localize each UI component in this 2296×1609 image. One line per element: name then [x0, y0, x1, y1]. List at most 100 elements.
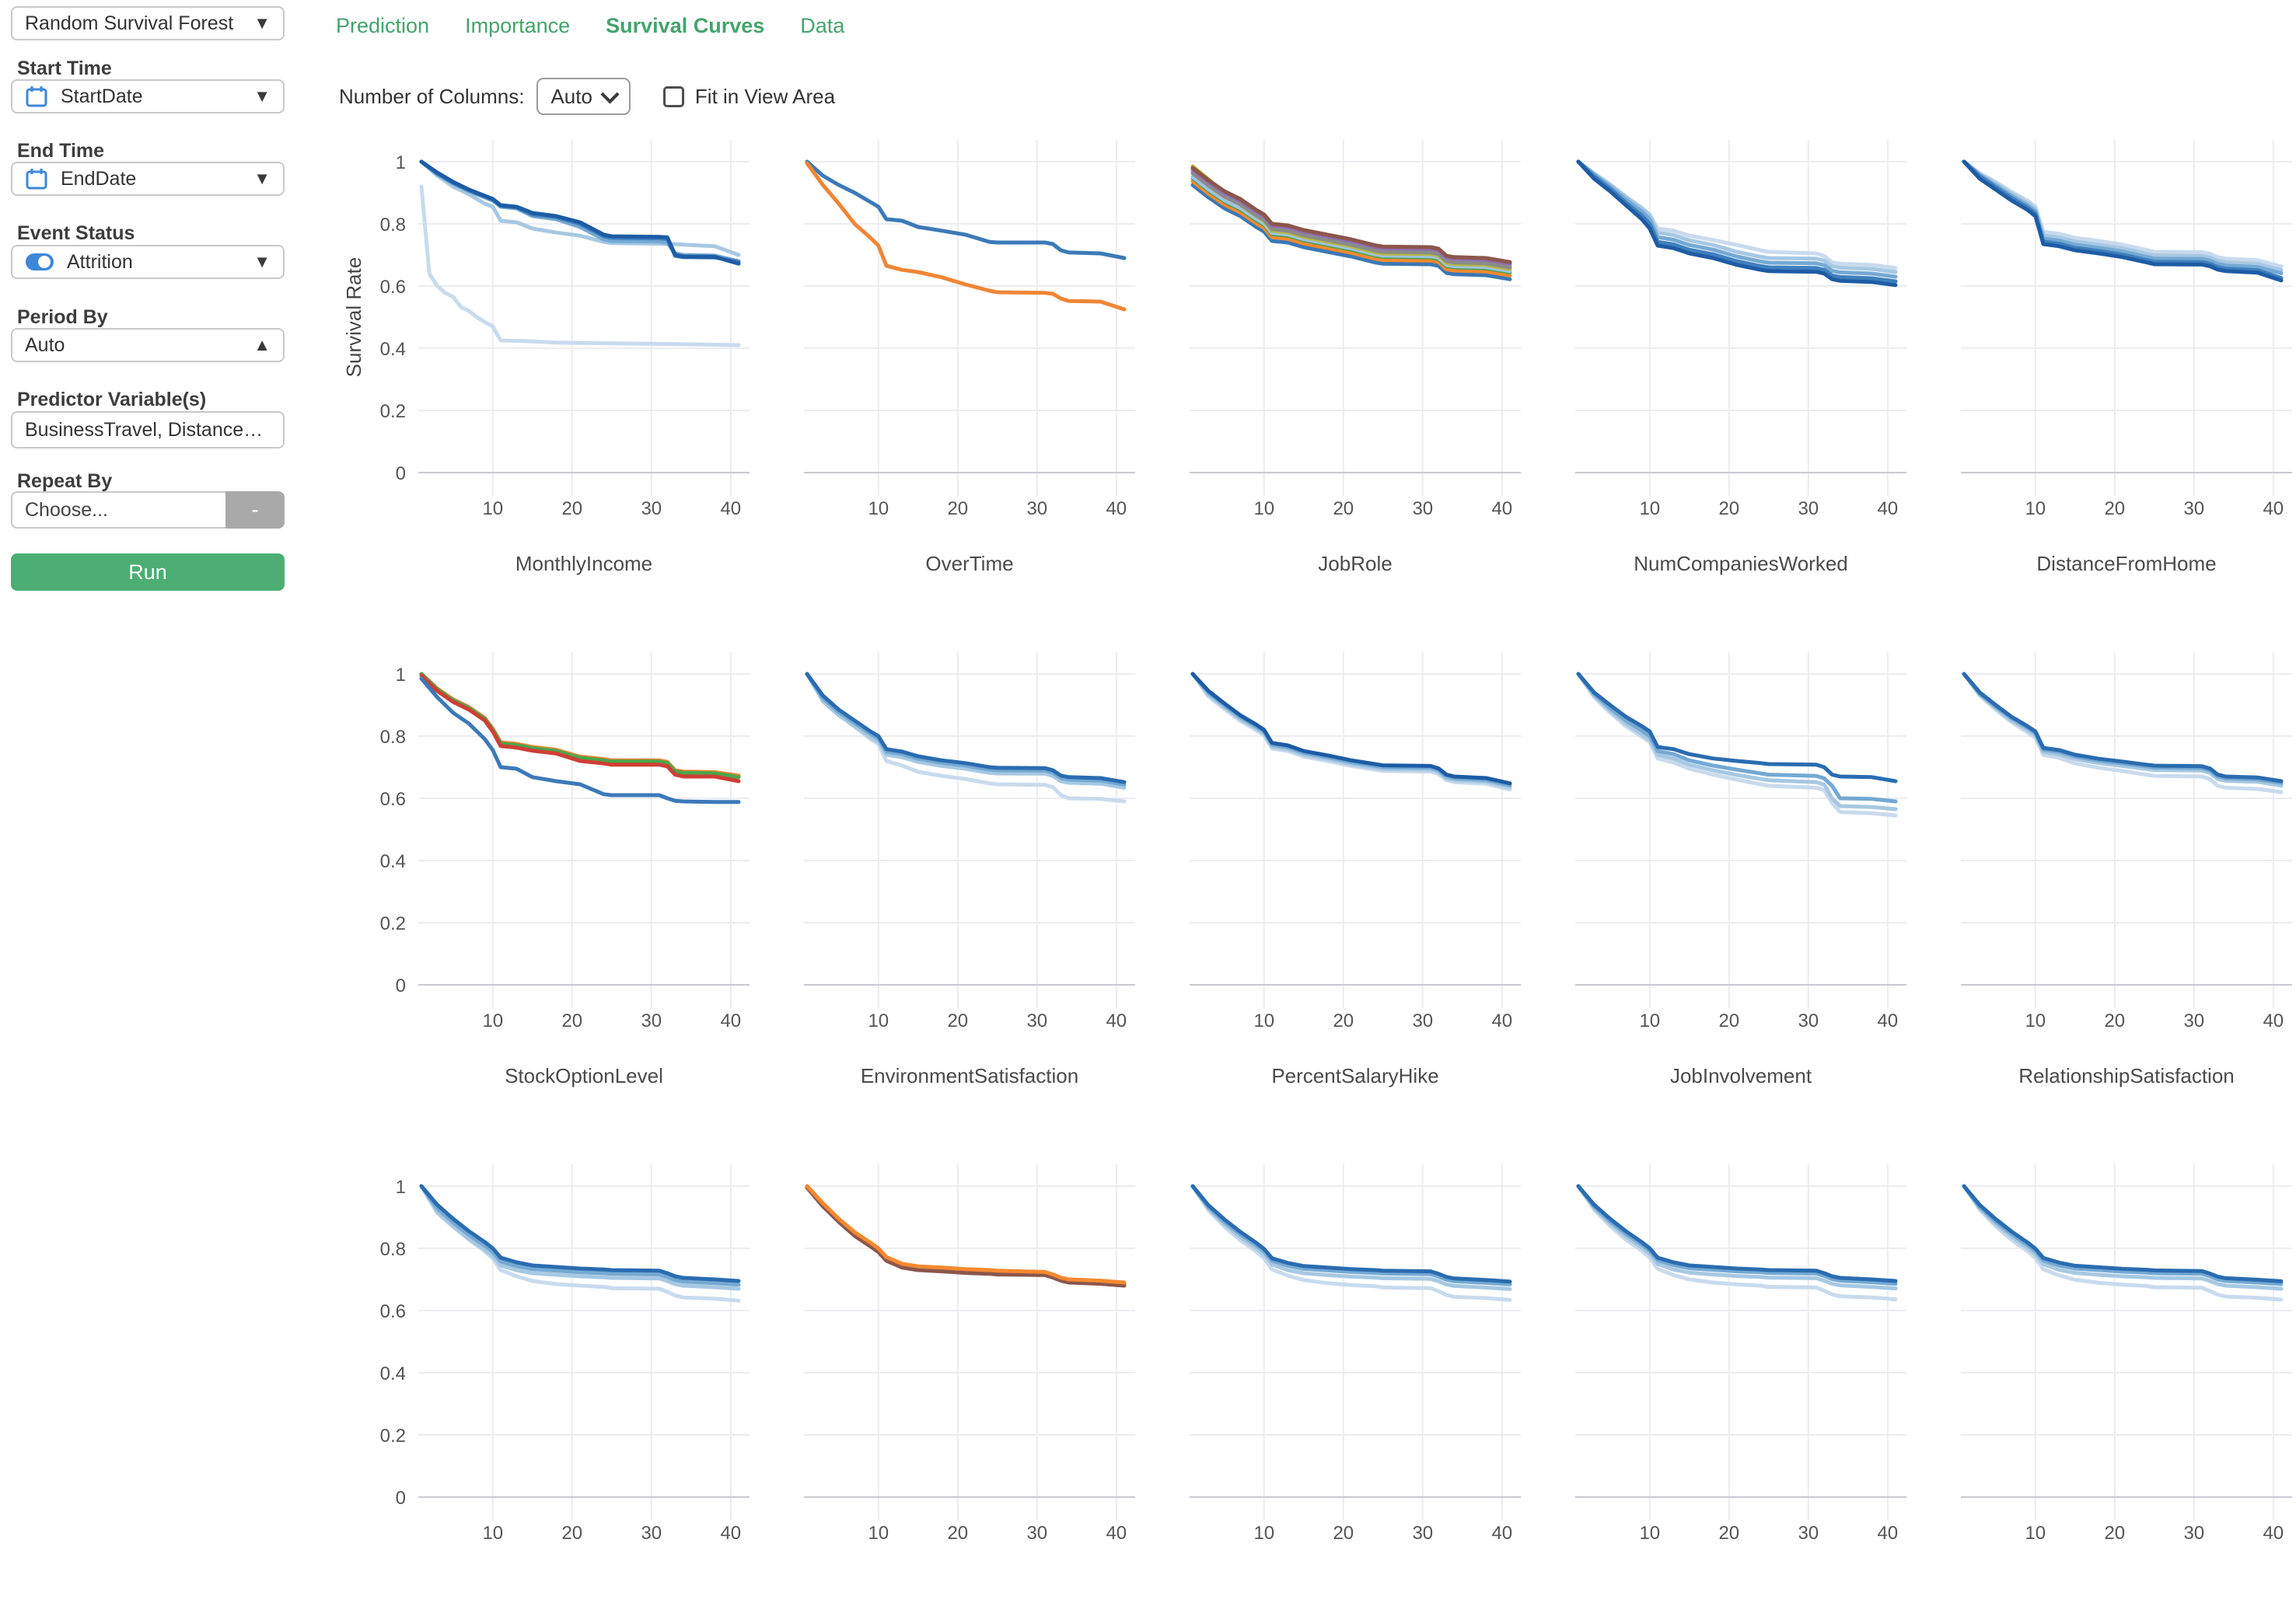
survival-series	[419, 673, 741, 784]
survival-series	[1576, 159, 1898, 274]
survival-series	[1190, 166, 1512, 264]
x-tick-label: 20	[2104, 1523, 2125, 1544]
caret-down-icon: ▼	[253, 169, 271, 188]
end-time-label: End Time	[17, 140, 105, 162]
survival-series	[1962, 1184, 2284, 1283]
survival-series	[1576, 159, 1898, 279]
x-tick-label: 30	[1026, 1010, 1047, 1031]
x-tick-label: 20	[1333, 1010, 1354, 1031]
y-tick-label: 0.6	[380, 789, 406, 810]
survival-series	[419, 676, 741, 804]
tab-prediction[interactable]: Prediction	[336, 14, 430, 37]
survival-series	[1576, 672, 1898, 804]
survival-chart-OverTime: 10 20 30 40 OverTime	[804, 140, 1135, 575]
survival-chart-MonthlyIncome: 10 20 30 40 0 0.2 0.4 0.6 0.8 1 MonthlyIncome Survi…	[342, 140, 750, 575]
survival-series	[1962, 672, 2284, 784]
survival-series	[805, 672, 1127, 787]
survival-chart-EnvironmentSatisfaction: 10 20 30 40 EnvironmentSatisfaction	[804, 652, 1135, 1087]
chart-title: PercentSalaryHike	[1271, 1064, 1438, 1087]
x-tick-label: 30	[1798, 498, 1819, 519]
survival-series	[1576, 672, 1898, 811]
chart-toolbar: Number of Columns: Auto Fit in View Area	[339, 78, 835, 115]
survival-chart-JobInvolvement: 10 20 30 40 JobInvolvement	[1575, 652, 1906, 1087]
x-tick-label: 30	[2183, 498, 2204, 519]
period-by-select[interactable]: Auto ▲	[11, 328, 285, 362]
survival-series	[1576, 672, 1898, 818]
survival-series	[419, 159, 741, 257]
repeat-by-remove-button[interactable]: -	[225, 491, 285, 529]
survival-series	[805, 672, 1127, 790]
y-axis-label: Survival Rate	[342, 257, 365, 378]
caret-up-icon: ▲	[253, 335, 271, 354]
y-tick-label: 0.2	[380, 1426, 406, 1447]
tab-survival-curves[interactable]: Survival Curves	[606, 14, 765, 37]
x-tick-label: 10	[1639, 1010, 1660, 1031]
calendar-icon	[25, 167, 48, 190]
x-tick-label: 10	[868, 1523, 889, 1544]
x-tick-label: 20	[1718, 498, 1739, 519]
chart-title: EnvironmentSatisfaction	[861, 1064, 1078, 1087]
event-status-select[interactable]: Attrition ▼	[11, 245, 285, 279]
tab-importance[interactable]: Importance	[465, 14, 571, 37]
toggle-icon	[25, 253, 54, 271]
x-tick-label: 10	[1253, 1523, 1274, 1544]
run-button[interactable]: Run	[11, 553, 285, 591]
fit-in-view-area-label: Fit in View Area	[694, 84, 836, 108]
survival-series	[805, 672, 1127, 784]
number-of-columns-select[interactable]: Auto	[536, 78, 631, 115]
number-of-columns-label: Number of Columns:	[339, 84, 525, 108]
survival-series	[1190, 171, 1512, 270]
predictor-variables-label: Predictor Variable(s)	[17, 389, 207, 410]
survival-chart-StockOptionLevel: 10 20 30 40 0 0.2 0.4 0.6 0.8 1 StockOptionLevel	[380, 652, 750, 1087]
chart-title: NumCompaniesWorked	[1634, 552, 1848, 575]
x-tick-label: 10	[868, 1010, 889, 1031]
repeat-by-input[interactable]: Choose...	[11, 491, 225, 529]
survival-series	[805, 161, 1127, 312]
x-tick-label: 30	[1412, 1010, 1433, 1031]
tab-data[interactable]: Data	[800, 14, 845, 37]
x-tick-label: 30	[1026, 1523, 1047, 1544]
x-tick-label: 40	[720, 498, 741, 519]
repeat-by-label: Repeat By	[17, 470, 113, 492]
survival-series	[1190, 672, 1512, 790]
survival-chart-DistanceFromHome: 10 20 30 40 DistanceFromHome	[1961, 140, 2292, 575]
x-tick-label: 20	[1718, 1523, 1739, 1544]
x-tick-label: 40	[2263, 1010, 2284, 1031]
period-by-label: Period By	[17, 306, 108, 328]
x-tick-label: 10	[1639, 498, 1660, 519]
x-tick-label: 20	[947, 1010, 968, 1031]
sidebar: Random Survival Forest ▼ Start Time Star…	[0, 0, 327, 1278]
model-type-select[interactable]: Random Survival Forest ▼	[11, 6, 285, 40]
x-tick-label: 20	[1718, 1010, 1739, 1031]
survival-series	[419, 1184, 741, 1283]
survival-series	[419, 159, 741, 266]
x-tick-label: 30	[641, 1523, 662, 1544]
repeat-by-field: Choose... -	[11, 491, 285, 529]
calendar-icon	[25, 85, 48, 108]
predictor-variables-input[interactable]: BusinessTravel, DistanceFr…	[11, 411, 285, 448]
survival-series	[1190, 175, 1512, 274]
survival-series	[1576, 159, 1898, 288]
chart-title: RelationshipSatisfaction	[2018, 1064, 2235, 1087]
survival-chart-RelationshipSatisfaction: 10 20 30 40 RelationshipSatisfaction	[1961, 652, 2292, 1087]
caret-down-icon: ▼	[253, 252, 271, 271]
start-time-select[interactable]: StartDate ▼	[11, 79, 285, 113]
x-tick-label: 10	[1253, 1010, 1274, 1031]
y-tick-label: 0.4	[380, 339, 406, 360]
survival-series	[1190, 1184, 1512, 1284]
x-tick-label: 20	[947, 1523, 968, 1544]
x-tick-label: 30	[1412, 1523, 1433, 1544]
x-tick-label: 20	[947, 498, 968, 519]
caret-down-icon: ▼	[253, 86, 271, 106]
fit-in-view-area-checkbox[interactable]	[662, 86, 684, 107]
x-tick-label: 40	[1877, 1010, 1898, 1031]
x-tick-label: 30	[641, 1010, 662, 1031]
y-tick-label: 0.2	[380, 401, 406, 422]
y-tick-label: 0.2	[380, 913, 406, 934]
chart-title: JobInvolvement	[1670, 1064, 1812, 1087]
survival-chart-JobRole: 10 20 30 40 JobRole	[1190, 140, 1521, 575]
y-tick-label: 0.4	[380, 1363, 406, 1384]
y-tick-label: 0.8	[380, 215, 406, 236]
end-time-select[interactable]: EndDate ▼	[11, 162, 285, 196]
survival-series	[1190, 672, 1512, 792]
